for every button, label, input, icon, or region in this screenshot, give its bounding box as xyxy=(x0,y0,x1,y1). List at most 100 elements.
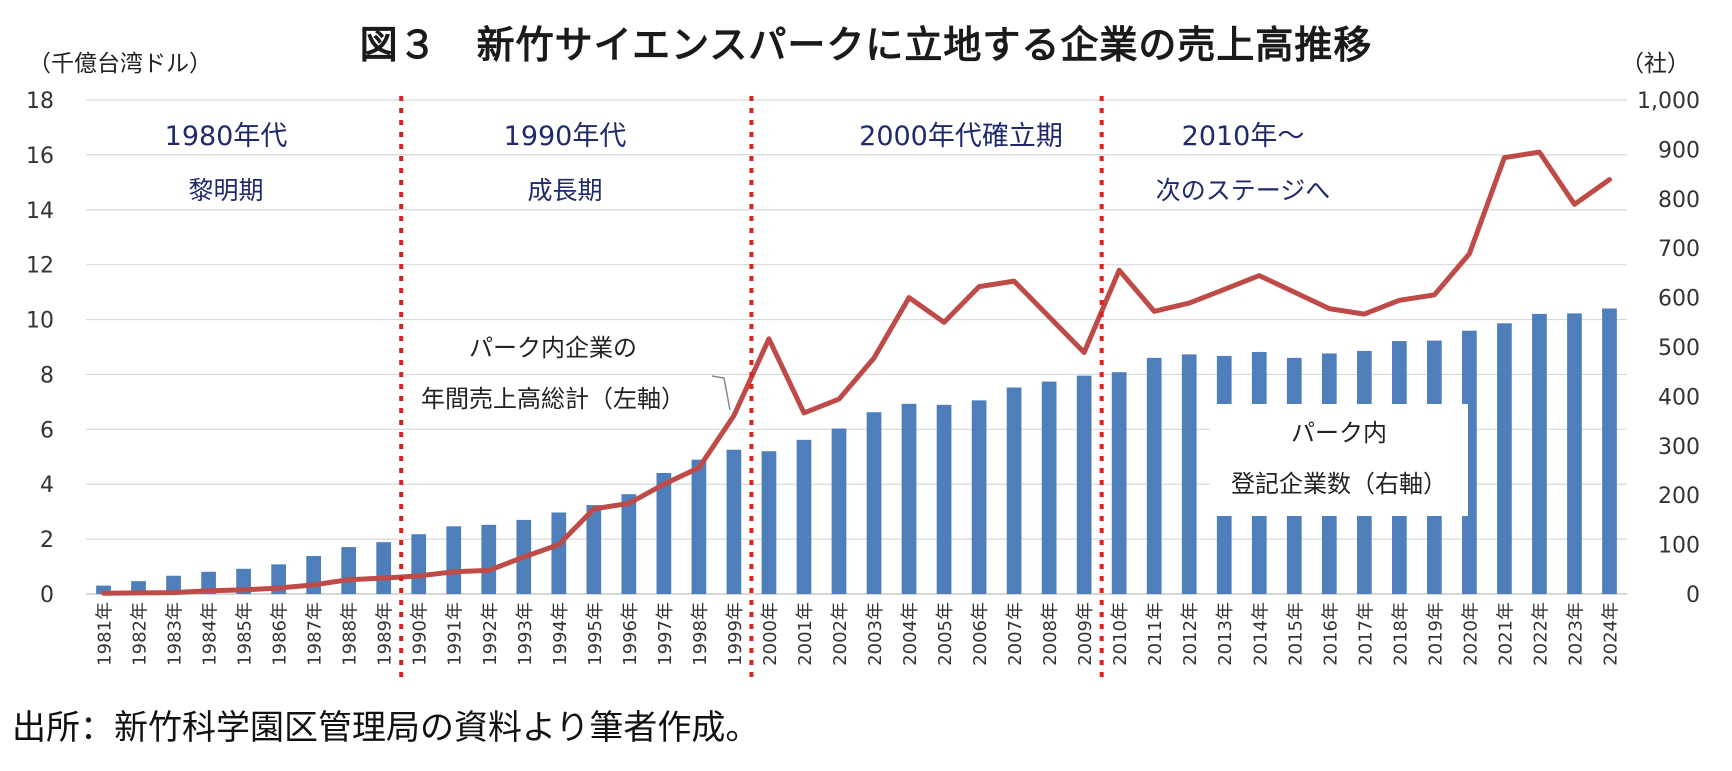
bar-2012年 xyxy=(1181,354,1197,594)
bar-2003年 xyxy=(866,412,882,594)
x-tick-label: 1991年 xyxy=(445,602,466,666)
bar-1995年 xyxy=(586,505,602,594)
right-tick-label: 800 xyxy=(1658,188,1700,213)
left-tick-label: 8 xyxy=(40,363,54,388)
left-axis-unit: （千億台湾ドル） xyxy=(28,51,212,77)
bar-1991年 xyxy=(446,526,462,594)
left-tick-label: 10 xyxy=(26,309,54,334)
x-tick-label: 2017年 xyxy=(1355,602,1376,666)
right-tick-label: 1,000 xyxy=(1637,89,1700,114)
bar-2000年 xyxy=(761,451,777,594)
x-tick-label: 2002年 xyxy=(830,602,851,666)
x-tick-label: 1992年 xyxy=(480,602,501,666)
x-tick-label: 1999年 xyxy=(725,602,746,666)
era-sub-label: 次のステージへ xyxy=(1156,176,1331,205)
bar-2022年 xyxy=(1532,313,1547,594)
right-axis-unit: （社） xyxy=(1621,51,1690,77)
line-callout-leader xyxy=(711,375,731,411)
x-tick-label: 1983年 xyxy=(165,602,186,666)
bar-callout-box xyxy=(1210,404,1468,516)
bar-2002年 xyxy=(831,428,847,594)
bar-2011年 xyxy=(1146,357,1162,594)
x-tick-label: 1988年 xyxy=(340,602,361,666)
bar-callout-line2: 登記企業数（右軸） xyxy=(1231,470,1447,498)
left-tick-label: 14 xyxy=(26,199,54,224)
bar-1999年 xyxy=(726,449,742,594)
source-note: 出所：新竹科学園区管理局の資料より筆者作成。 xyxy=(12,708,760,748)
right-tick-label: 700 xyxy=(1658,237,1700,262)
x-tick-label: 1998年 xyxy=(690,602,711,666)
left-tick-label: 12 xyxy=(26,254,54,279)
x-tick-label: 2012年 xyxy=(1180,602,1201,666)
left-tick-label: 16 xyxy=(26,144,54,169)
right-tick-label: 300 xyxy=(1658,435,1700,460)
era-label: 2010年～ xyxy=(1182,121,1305,152)
x-tick-label: 2005年 xyxy=(935,602,956,666)
right-tick-label: 600 xyxy=(1658,287,1700,312)
bar-1990年 xyxy=(411,534,427,594)
x-tick-label: 1981年 xyxy=(95,602,116,666)
x-tick-label: 1984年 xyxy=(200,602,221,666)
combo-chart: 0 2 4 6 8 10 12 14 16 18 0 100 200 300 400 500 600 700 800… xyxy=(26,89,1700,680)
x-tick-label: 2010年 xyxy=(1110,602,1131,666)
x-tick-label: 2013年 xyxy=(1215,602,1236,666)
x-tick-label: 2011年 xyxy=(1145,602,1166,666)
x-tick-label: 2015年 xyxy=(1285,602,1306,666)
era-label: 1980年代 xyxy=(165,121,288,152)
bar-1983年 xyxy=(166,575,181,594)
bar-1994年 xyxy=(551,512,567,594)
x-tick-label: 2003年 xyxy=(865,602,886,666)
line-callout-line2: 年間売上高総計（左軸） xyxy=(421,385,685,413)
right-tick-label: 900 xyxy=(1658,138,1700,163)
chart-title: 図３ 新竹サイエンスパークに立地する企業の売上高推移 xyxy=(359,23,1373,67)
bar-2004年 xyxy=(901,403,917,594)
x-tick-label: 1997年 xyxy=(655,602,676,666)
x-tick-label: 2018年 xyxy=(1390,602,1411,666)
bar-2009年 xyxy=(1076,375,1092,594)
x-tick-label: 2004年 xyxy=(900,602,921,666)
x-tick-label: 1986年 xyxy=(270,602,291,666)
x-tick-label: 2014年 xyxy=(1250,602,1271,666)
bar-1996年 xyxy=(621,494,637,594)
era-label: 2000年代確立期 xyxy=(859,121,1063,152)
x-tick-label: 2000年 xyxy=(760,602,781,666)
era-label: 1990年代 xyxy=(504,121,627,152)
left-tick-label: 4 xyxy=(40,473,54,498)
bar-2023年 xyxy=(1567,313,1582,594)
bar-2010年 xyxy=(1111,372,1127,594)
x-tick-label: 2022年 xyxy=(1530,602,1551,666)
bar-2005年 xyxy=(936,404,952,594)
line-callout-line1: パーク内企業の xyxy=(469,334,637,362)
bar-1998年 xyxy=(691,459,707,594)
bar-1992年 xyxy=(481,524,497,594)
left-tick-label: 18 xyxy=(26,89,54,114)
bar-1987年 xyxy=(306,555,322,594)
x-tick-label: 2008年 xyxy=(1040,602,1061,666)
right-tick-label: 400 xyxy=(1658,385,1700,410)
x-tick-label: 1989年 xyxy=(375,602,396,666)
era-sub-label: 成長期 xyxy=(527,176,602,205)
bar-1988年 xyxy=(341,547,357,594)
x-tick-label: 2023年 xyxy=(1565,602,1586,666)
bar-2006年 xyxy=(971,400,987,594)
x-tick-label: 2001年 xyxy=(795,602,816,666)
era-sub-label: 黎明期 xyxy=(188,176,263,205)
bar-2021年 xyxy=(1497,323,1512,594)
bar-2024年 xyxy=(1602,308,1617,594)
bar-callout-line1: パーク内 xyxy=(1291,419,1387,447)
x-tick-label: 2007年 xyxy=(1005,602,1026,666)
bar-1997年 xyxy=(656,472,672,594)
x-tick-label: 2020年 xyxy=(1460,602,1481,666)
x-tick-label: 2021年 xyxy=(1495,602,1516,666)
bar-2007年 xyxy=(1006,387,1022,594)
bar-1989年 xyxy=(376,542,392,594)
x-tick-label: 1993年 xyxy=(515,602,536,666)
x-tick-label: 1995年 xyxy=(585,602,606,666)
x-tick-label: 2019年 xyxy=(1425,602,1446,666)
x-tick-label: 1996年 xyxy=(620,602,641,666)
x-tick-label: 1990年 xyxy=(410,602,431,666)
sales-line xyxy=(101,149,1612,596)
left-tick-label: 2 xyxy=(40,528,54,553)
x-tick-label: 2016年 xyxy=(1320,602,1341,666)
left-tick-label: 6 xyxy=(40,418,54,443)
